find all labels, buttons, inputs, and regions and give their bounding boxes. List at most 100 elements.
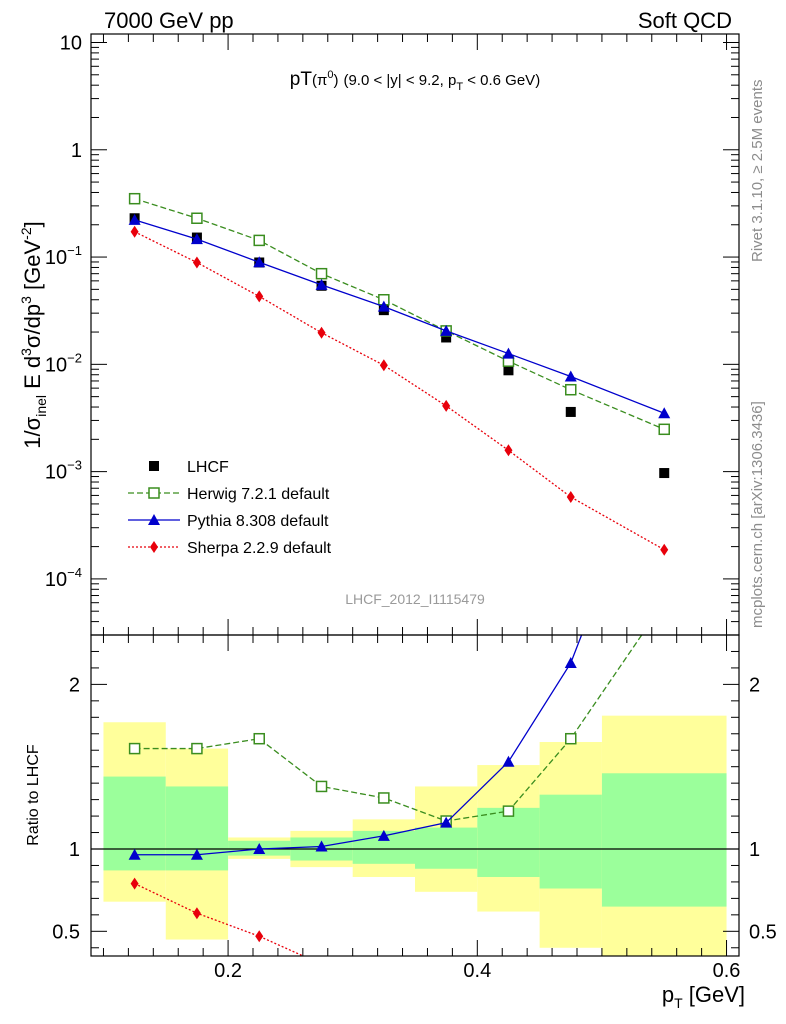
upper-series-point <box>502 347 515 359</box>
ratio-series-point <box>255 930 264 943</box>
ylabel-part-a: 1/σ <box>20 416 45 448</box>
x-tick-label: 0.2 <box>214 960 242 982</box>
ylabel-part-d: [GeV <box>20 240 45 297</box>
upper-series-point <box>192 256 201 269</box>
upper-axis-ticks: 10 1 10−1 10−2 10−3 10−4 <box>45 32 739 636</box>
ratio-series-point <box>502 755 515 767</box>
lower-ratio-series <box>128 635 643 956</box>
upper-series-point <box>253 256 266 268</box>
upper-y-tick-label: 10 <box>60 32 82 54</box>
upper-series-point <box>315 278 328 290</box>
upper-y-tick-label: 10−1 <box>45 243 82 269</box>
ratio-series-point <box>128 742 141 755</box>
ratio-series-point <box>253 732 265 745</box>
xlabel-part-b: [GeV] <box>683 982 745 1007</box>
x-tick-label: 0.6 <box>713 960 741 982</box>
plot-title-cut-sub: T <box>456 81 463 93</box>
ratio-series-line <box>134 882 305 956</box>
upper-y-tick-label: 10−2 <box>45 350 82 376</box>
upper-series-point <box>658 423 670 436</box>
upper-series-point <box>315 267 328 280</box>
lower-axis-ticks: 0.2 0.4 0.6 2 2 1 1 0.5 0.5 <box>52 635 777 982</box>
legend: LHCF Herwig 7.2.1 default Pythia 8.308 def… <box>128 459 332 557</box>
upper-series-point <box>658 407 671 419</box>
legend-marker <box>148 514 160 525</box>
ratio-series-point <box>565 732 577 745</box>
ylabel-part-b-sup: 3 <box>18 348 34 356</box>
ylabel-part-a-sub: inel <box>33 395 49 417</box>
upper-series-point <box>128 192 141 205</box>
upper-series-point <box>255 290 264 303</box>
upper-series-point <box>128 213 141 225</box>
stat-band-bin <box>415 827 478 869</box>
ylabel-part-c-sup: 3 <box>18 296 34 304</box>
x-axis-label: pT [GeV] <box>662 982 745 1011</box>
stat-band-bin <box>601 773 727 907</box>
stat-band-bin <box>477 807 540 877</box>
ratio-series-line <box>134 635 643 822</box>
ratio-series-point <box>192 907 201 920</box>
upper-series-point <box>504 444 513 457</box>
legend-entry-label: Pythia 8.308 default <box>187 513 329 530</box>
ratio-series-point <box>564 656 577 668</box>
ylabel-part-c: σ/dp <box>20 304 45 348</box>
upper-series-point <box>564 370 577 382</box>
upper-y-tick-label: 10−3 <box>45 458 82 484</box>
upper-series-point <box>377 300 390 312</box>
mcplots-reference-label: mcplots.cern.ch [arXiv:1306.3436] <box>749 401 766 628</box>
ratio-series-point <box>315 840 328 852</box>
ratio-y-axis-label: Ratio to LHCF <box>25 744 42 846</box>
ratio-series-point <box>128 848 141 860</box>
plot-title-particle-pre: (π <box>312 72 327 89</box>
upper-series-point <box>566 491 575 504</box>
header-category-label: Soft QCD <box>638 8 732 33</box>
plot-title-main: pT <box>290 69 313 90</box>
legend-marker <box>149 461 159 471</box>
upper-series-line <box>134 198 665 430</box>
plot-title-cut-a: (9.0 < |y| < 9.2, p <box>343 72 456 89</box>
upper-series-point <box>190 233 203 245</box>
upper-series-line <box>134 231 665 551</box>
lower-y-tick-label: 0.5 <box>52 921 80 943</box>
ratio-series-point <box>190 848 203 860</box>
upper-series-point <box>379 359 388 372</box>
lower-y-tick-label-right: 2 <box>749 674 760 696</box>
upper-y-axis-label: 1/σinel E d3σ/dp3 [GeV-2] <box>18 221 49 448</box>
upper-series-point <box>442 399 451 412</box>
stat-band-bin <box>539 794 602 889</box>
lower-clip-group <box>128 635 643 956</box>
ratio-series-point <box>440 816 453 828</box>
plot-title-cut-b: < 0.6 GeV) <box>463 72 540 89</box>
upper-y-tick-label: 10−4 <box>45 565 82 591</box>
lower-y-tick-label: 2 <box>69 674 80 696</box>
legend-marker <box>150 541 158 553</box>
upper-series-point <box>130 225 139 238</box>
header-collision-label: 7000 GeV pp <box>104 8 234 33</box>
legend-entry-label: Herwig 7.2.1 default <box>187 486 330 503</box>
ratio-series-point <box>191 742 203 755</box>
plot-title-particle-post: ) <box>333 72 338 89</box>
legend-entry-label: LHCF <box>187 459 229 476</box>
plot-title-particle-sup: 0 <box>327 69 333 81</box>
ylabel-part-d-sup: -2 <box>18 227 34 240</box>
upper-series-point <box>317 326 326 339</box>
ratio-series-point <box>377 829 390 841</box>
upper-series-point <box>565 383 577 396</box>
ylabel-part-e: ] <box>20 221 45 227</box>
legend-entry-label: Sherpa 2.2.9 default <box>187 540 332 557</box>
upper-series-point <box>253 234 265 247</box>
x-tick-label: 0.4 <box>463 960 491 982</box>
upper-data-series <box>128 192 671 556</box>
upper-y-tick-label: 1 <box>71 140 82 162</box>
lower-plot-frame <box>90 634 740 957</box>
upper-series-point <box>503 365 514 376</box>
lower-y-tick-label-right: 1 <box>749 839 760 861</box>
upper-series-point <box>565 406 576 417</box>
upper-series-point <box>441 332 452 343</box>
ratio-series-point <box>253 843 266 854</box>
ylabel-part-b: E d <box>20 356 45 395</box>
ratio-series-point <box>130 877 139 890</box>
analysis-watermark: LHCF_2012_I1115479 <box>345 591 485 607</box>
ratio-series-point <box>315 780 328 793</box>
